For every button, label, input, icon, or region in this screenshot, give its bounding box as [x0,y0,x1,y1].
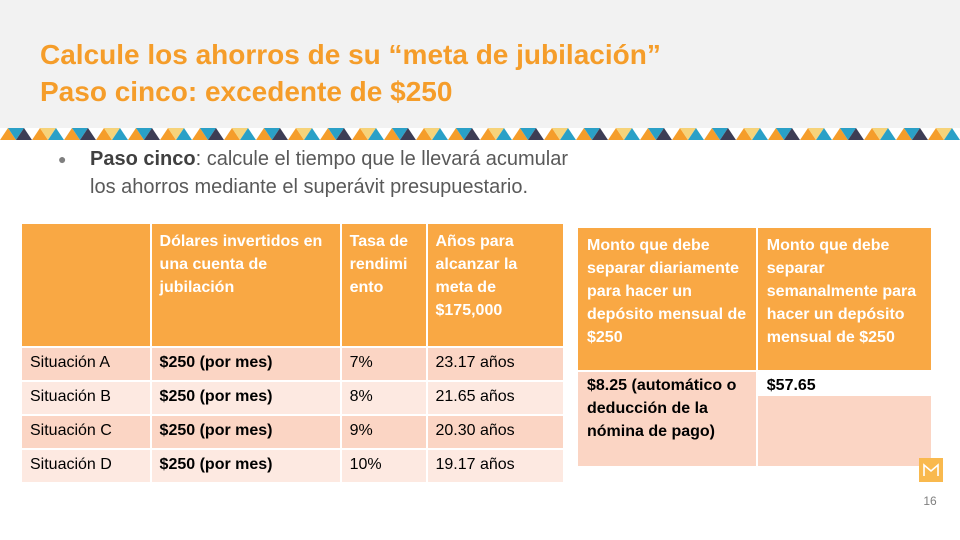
years-cell: 21.65 años [425,380,565,416]
header-rate-of-return: Tasa de rendimi ento [339,222,428,348]
years-cell: 19.17 años [425,448,565,484]
m-logo-icon [919,458,943,482]
situation-label: Situación D [20,448,152,484]
page-number: 16 [923,494,937,508]
rate-cell: 9% [339,414,428,450]
situation-label: Situación A [20,346,152,382]
slide-title: Calcule los ahorros de su “meta de jubil… [40,36,940,110]
bullet-bold-text: Paso cinco [90,148,196,170]
savings-table: Dólares invertidos en una cuenta de jubi… [20,222,565,484]
header-cell-blank [20,222,152,348]
deposit-value-row: $8.25 (automático o deducción de la nómi… [576,370,934,468]
table-header-row: Dólares invertidos en una cuenta de jubi… [20,222,565,348]
header-daily-amount: Monto que debe separar diariamente para … [576,226,758,372]
slide-header [0,0,960,128]
header-weekly-amount: Monto que debe separar semanalmente para… [755,226,934,372]
table-row: Situación C $250 (por mes) 9% 20.30 años [20,414,565,450]
table-row: Situación B $250 (por mes) 8% 21.65 años [20,380,565,416]
rate-cell: 8% [339,380,428,416]
header-years-to-goal: Años para alcanzar la meta de $175,000 [425,222,565,348]
title-line-2: Paso cinco: excedente de $250 [40,76,453,107]
table-row: Situación A $250 (por mes) 7% 23.17 años [20,346,565,382]
bullet-paragraph: ● Paso cinco: calcule el tiempo que le l… [58,145,698,201]
years-cell: 23.17 años [425,346,565,382]
rate-cell: 7% [339,346,428,382]
bullet-dot-icon: ● [58,151,67,167]
situation-label: Situación C [20,414,152,450]
decorative-pattern-band [0,128,960,140]
amount-cell: $250 (por mes) [149,346,342,382]
header-dollars-invested: Dólares invertidos en una cuenta de jubi… [149,222,342,348]
deposit-table: Monto que debe separar diariamente para … [576,226,934,468]
daily-amount-value: $8.25 (automático o deducción de la nómi… [576,370,758,468]
situation-label: Situación B [20,380,152,416]
weekly-amount-value: $57.65 [755,370,934,468]
rate-cell: 10% [339,448,428,484]
years-cell: 20.30 años [425,414,565,450]
table-row: Situación D $250 (por mes) 10% 19.17 año… [20,448,565,484]
amount-cell: $250 (por mes) [149,380,342,416]
bullet-text-line2: los ahorros mediante el superávit presup… [90,176,529,198]
deposit-header-row: Monto que debe separar diariamente para … [576,226,934,372]
bullet-text-line1: : calcule el tiempo que le llevará acumu… [195,148,569,170]
title-line-1: Calcule los ahorros de su “meta de jubil… [40,39,661,70]
amount-cell: $250 (por mes) [149,448,342,484]
amount-cell: $250 (por mes) [149,414,342,450]
